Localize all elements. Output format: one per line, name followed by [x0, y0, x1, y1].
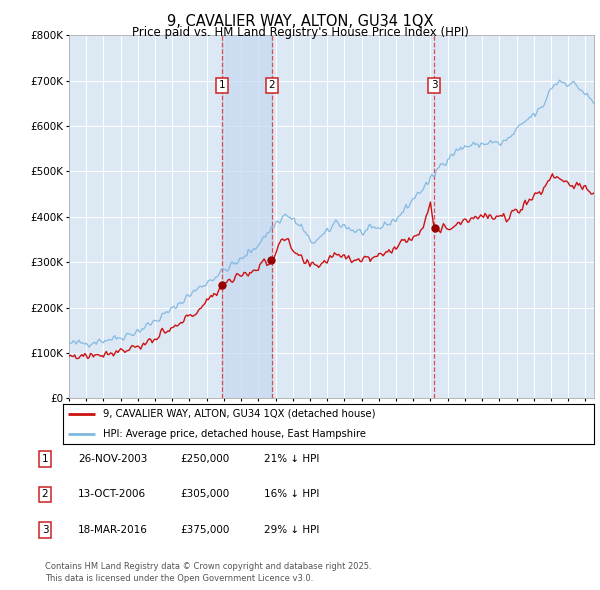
Text: 2: 2	[41, 490, 49, 499]
Text: 3: 3	[41, 525, 49, 535]
Text: 21% ↓ HPI: 21% ↓ HPI	[264, 454, 319, 464]
Text: 18-MAR-2016: 18-MAR-2016	[78, 525, 148, 535]
Text: 9, CAVALIER WAY, ALTON, GU34 1QX (detached house): 9, CAVALIER WAY, ALTON, GU34 1QX (detach…	[103, 409, 376, 418]
Text: 3: 3	[431, 80, 437, 90]
Text: 9, CAVALIER WAY, ALTON, GU34 1QX: 9, CAVALIER WAY, ALTON, GU34 1QX	[167, 14, 433, 28]
Text: Contains HM Land Registry data © Crown copyright and database right 2025.
This d: Contains HM Land Registry data © Crown c…	[45, 562, 371, 583]
Text: 2: 2	[269, 80, 275, 90]
Text: 16% ↓ HPI: 16% ↓ HPI	[264, 490, 319, 499]
Text: 1: 1	[219, 80, 226, 90]
Text: 13-OCT-2006: 13-OCT-2006	[78, 490, 146, 499]
Text: HPI: Average price, detached house, East Hampshire: HPI: Average price, detached house, East…	[103, 429, 366, 438]
Bar	[222, 35, 272, 398]
Text: £375,000: £375,000	[180, 525, 229, 535]
Text: 1: 1	[41, 454, 49, 464]
Text: Price paid vs. HM Land Registry's House Price Index (HPI): Price paid vs. HM Land Registry's House …	[131, 26, 469, 39]
Text: £250,000: £250,000	[180, 454, 229, 464]
Text: 29% ↓ HPI: 29% ↓ HPI	[264, 525, 319, 535]
Text: £305,000: £305,000	[180, 490, 229, 499]
Text: 26-NOV-2003: 26-NOV-2003	[78, 454, 148, 464]
